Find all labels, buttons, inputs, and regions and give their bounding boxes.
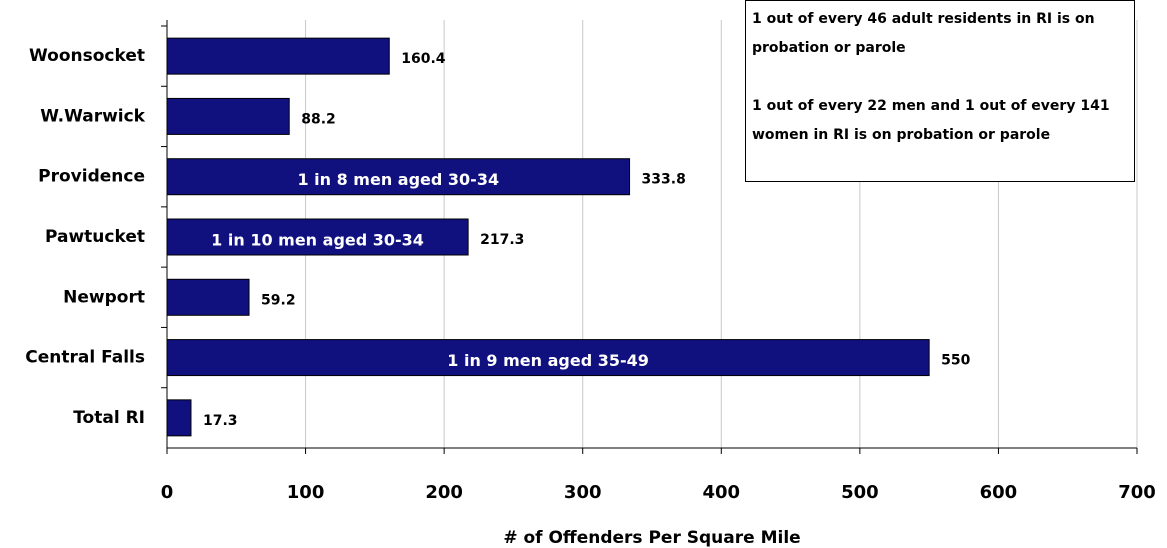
bar: [166, 278, 250, 316]
value-label: 59.2: [261, 292, 296, 308]
bar-annotation: 1 in 9 men aged 35-49: [447, 351, 649, 370]
value-label: 217.3: [480, 232, 524, 248]
value-label: 160.4: [401, 51, 446, 67]
value-label: 88.2: [301, 111, 336, 127]
note-text: 1 out of every 46 adult residents in RI …: [752, 11, 1095, 56]
bar: [166, 339, 930, 377]
bar: [166, 97, 290, 135]
x-tick-label: 400: [702, 482, 740, 503]
x-tick-label: 500: [841, 482, 879, 503]
y-tick-label: Woonsocket: [29, 46, 145, 66]
bar: [166, 158, 631, 196]
bar: [166, 37, 390, 75]
value-label: 550: [941, 353, 970, 369]
value-label: 17.3: [203, 413, 238, 429]
value-label: 333.8: [642, 172, 686, 188]
bar-annotation: 1 in 8 men aged 30-34: [297, 170, 499, 189]
bar-annotation: 1 in 10 men aged 30-34: [211, 231, 424, 250]
x-tick-label: 100: [287, 482, 325, 503]
bar: [166, 399, 192, 437]
x-tick-label: 300: [564, 482, 602, 503]
bar: [166, 218, 469, 256]
y-tick-label: W.Warwick: [40, 106, 145, 126]
note-text: 1 out of every 22 men and 1 out of every…: [752, 98, 1110, 143]
x-tick-label: 0: [161, 482, 174, 503]
y-tick-label: Pawtucket: [45, 227, 145, 247]
y-tick-label: Total RI: [73, 408, 145, 428]
x-axis-title: # of Offenders Per Square Mile: [503, 528, 800, 548]
x-tick-label: 700: [1118, 482, 1156, 503]
x-tick-label: 600: [980, 482, 1018, 503]
y-tick-label: Newport: [63, 287, 145, 307]
note-box: 1 out of every 46 adult residents in RI …: [745, 0, 1135, 182]
y-tick-label: Central Falls: [25, 348, 145, 368]
y-tick-label: Providence: [38, 167, 145, 187]
x-tick-label: 200: [425, 482, 463, 503]
